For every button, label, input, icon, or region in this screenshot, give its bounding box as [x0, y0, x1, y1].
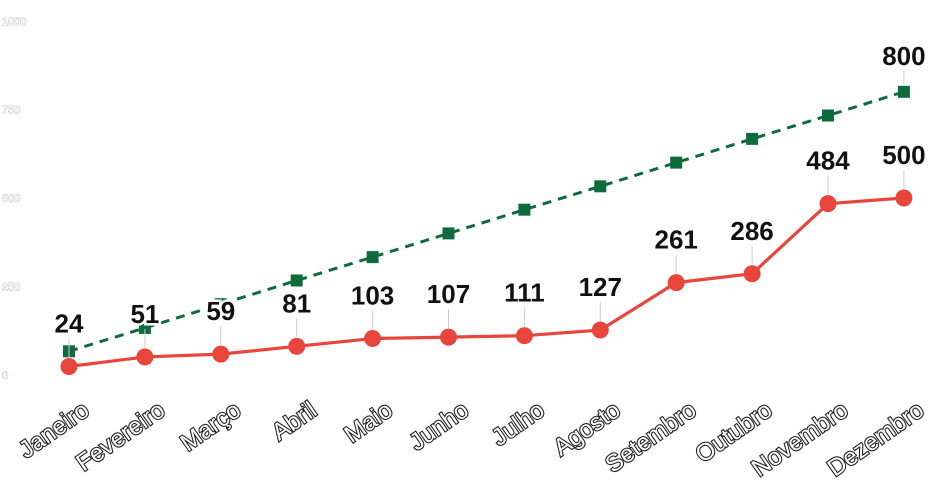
data-point	[895, 189, 913, 207]
data-label: 59	[206, 296, 235, 326]
data-point	[136, 348, 154, 366]
data-labels-layer: 24 51 59 81 103 107 111 127 261 286 484 500 800	[52, 38, 928, 358]
data-label: 286	[730, 216, 773, 246]
data-label: 500	[882, 140, 925, 170]
data-point	[518, 203, 531, 216]
data-point	[743, 265, 761, 283]
data-point	[214, 298, 227, 311]
data-point	[819, 195, 837, 213]
data-point	[288, 337, 306, 355]
data-point	[667, 274, 685, 292]
series-line	[68, 90, 905, 353]
x-tick-label: Julho	[487, 397, 549, 452]
y-tick-label: 250	[2, 282, 20, 294]
data-point	[212, 345, 230, 363]
data-point	[822, 109, 834, 122]
data-point	[594, 180, 607, 193]
data-label: 51	[130, 299, 159, 329]
data-point	[366, 251, 379, 264]
data-point	[60, 358, 78, 376]
data-label: 127	[579, 272, 622, 302]
series-line	[68, 196, 905, 369]
data-label: 800	[882, 41, 925, 71]
data-point	[442, 227, 455, 240]
y-tick-label: 0	[2, 370, 8, 382]
data-point	[591, 321, 609, 339]
y-axis: 0 250 500 750 1000	[2, 16, 27, 383]
data-point	[515, 327, 533, 345]
data-label: 81	[282, 288, 311, 318]
x-tick-label: Maio	[340, 397, 398, 449]
data-point	[138, 321, 151, 334]
x-tick-label: Abril	[267, 397, 322, 447]
data-point	[440, 328, 457, 346]
x-tick-label: Março	[176, 397, 246, 457]
data-label: 261	[655, 225, 698, 255]
x-tick-label: Junho	[405, 397, 474, 457]
data-label: 103	[351, 281, 394, 311]
y-tick-label: 500	[2, 193, 20, 205]
data-label: 107	[427, 279, 470, 309]
data-label: 484	[806, 146, 850, 176]
y-tick-label: 1000	[2, 16, 26, 28]
data-label: 111	[504, 278, 545, 308]
data-point	[897, 85, 910, 98]
data-point	[364, 330, 382, 348]
data-point	[670, 156, 683, 169]
data-label: 24	[55, 309, 84, 339]
data-point	[746, 132, 759, 145]
y-tick-label: 750	[2, 105, 20, 117]
data-point	[290, 274, 303, 287]
series-layer	[60, 85, 913, 376]
